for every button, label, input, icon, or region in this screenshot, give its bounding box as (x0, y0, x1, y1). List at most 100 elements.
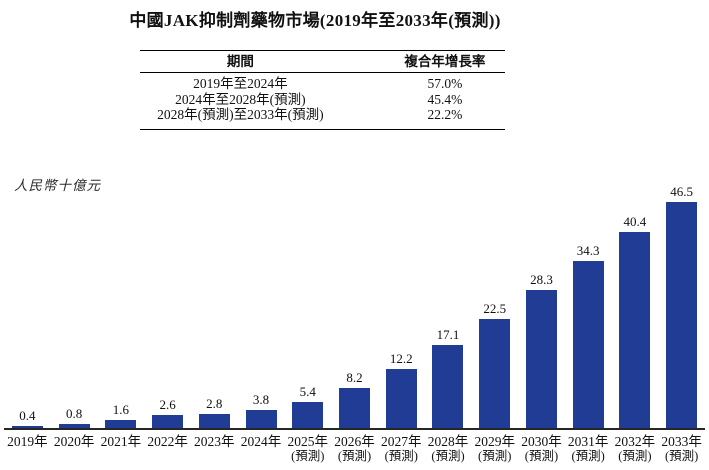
bar-value-label: 40.4 (623, 214, 647, 229)
x-axis-forecast-note: (預測) (524, 449, 559, 463)
bar-value-label: 2.8 (206, 396, 223, 411)
x-axis-label: 2024年 (238, 434, 285, 464)
bar-column: 46.5 (658, 185, 705, 428)
cagr-table-body: 2019年至2024年 57.0% 2024年至2028年(預測) 45.4% 2028… (140, 73, 505, 129)
x-axis-forecast-note: (預測) (618, 449, 652, 463)
bar-column: 22.5 (471, 302, 518, 428)
bar-column: 2.8 (191, 397, 238, 428)
cagr-table-header-period: 期間 (226, 54, 254, 69)
bar (292, 402, 324, 428)
x-axis-year: 2019年 (7, 434, 48, 449)
bar-column: 0.8 (51, 407, 98, 428)
x-axis-label: 2023年 (191, 434, 238, 464)
page-title: 中國JAK抑制劑藥物市場(2019年至2033年(預測)) (129, 11, 501, 30)
bar (666, 202, 698, 428)
bar-value-label: 5.4 (299, 384, 316, 399)
cagr-cell: 45.4% (427, 91, 463, 107)
x-axis-year: 2024年 (240, 434, 282, 449)
x-axis-year: 2020年 (53, 434, 95, 449)
x-axis-label: 2020年 (51, 434, 98, 464)
x-axis-year: 2029年 (474, 434, 515, 449)
bar-value-label: 12.2 (389, 351, 413, 366)
bar-value-label: 1.6 (112, 402, 129, 417)
bar (479, 319, 511, 428)
bar-column: 12.2 (378, 352, 425, 428)
x-axis-label: 2029年 (預測) (471, 434, 518, 464)
x-axis-forecast-note: (預測) (291, 449, 325, 463)
bar-value-label: 34.3 (576, 243, 600, 258)
bar-column: 17.1 (425, 328, 472, 428)
bar (525, 290, 557, 428)
x-axis-year: 2028年 (427, 434, 469, 449)
cagr-table-row: 2024年至2028年(預測) 45.4% (140, 92, 505, 108)
bar-chart: 0.4 0.8 1.6 2.6 2.8 3.8 5.4 8.2 12.2 17.1 22.5 28.3… (4, 185, 705, 464)
x-axis-label: 2032年 (預測) (612, 434, 659, 464)
bar (198, 414, 230, 428)
bar-column: 3.8 (238, 393, 285, 428)
bar (432, 345, 464, 428)
bar (385, 369, 417, 428)
x-axis-year: 2026年 (334, 434, 375, 449)
cagr-cell: 57.0% (427, 76, 463, 91)
bar (58, 424, 90, 428)
bar (339, 388, 370, 428)
bar (245, 410, 277, 428)
x-axis-year: 2025年 (287, 434, 329, 449)
cagr-table: 期間 複合年增長率 2019年至2024年 57.0% 2024年至2028年(預測… (140, 50, 505, 130)
bar-column: 34.3 (565, 244, 612, 428)
bars-area: 0.4 0.8 1.6 2.6 2.8 3.8 5.4 8.2 12.2 17.1 22.5 28.3… (4, 185, 705, 428)
bar-value-label: 28.3 (530, 272, 553, 287)
x-axis-label: 2025年 (預測) (284, 434, 331, 464)
bar-column: 8.2 (331, 371, 378, 428)
bar-value-label: 17.1 (436, 327, 460, 342)
bar-value-label: 3.8 (252, 392, 270, 407)
bar-column: 40.4 (612, 215, 659, 428)
x-axis-forecast-note: (預測) (478, 449, 512, 463)
period-cell: 2019年至2024年 (193, 76, 288, 91)
bar-value-label: 8.2 (346, 370, 363, 385)
x-axis-label: 2021年 (97, 434, 144, 464)
period-cell: 2028年(預測)至2033年(預測) (157, 107, 324, 122)
x-axis-label: 2022年 (144, 434, 191, 464)
x-axis-year: 2021年 (100, 434, 142, 449)
x-axis-label: 2031年 (預測) (565, 434, 612, 464)
bar-value-label: 0.8 (65, 406, 83, 421)
bar-value-label: 2.6 (159, 397, 176, 412)
x-axis-year: 2031年 (567, 434, 609, 449)
bar-column: 28.3 (518, 273, 565, 428)
bar (152, 415, 184, 428)
period-cell: 2024年至2028年(預測) (175, 91, 306, 107)
x-axis-year: 2023年 (194, 434, 235, 449)
x-axis-line (4, 428, 705, 430)
y-axis-unit-label: 人民幣十億元 (14, 178, 101, 193)
bar (619, 232, 651, 428)
x-axis-forecast-note: (預測) (431, 449, 465, 463)
x-axis-year: 2032年 (614, 434, 656, 449)
bar (572, 261, 604, 428)
bar-column: 0.4 (4, 409, 51, 428)
x-axis-year: 2033年 (661, 434, 702, 449)
bar-column: 1.6 (97, 403, 144, 428)
x-axis-label: 2027年 (預測) (378, 434, 425, 464)
x-axis-year: 2030年 (521, 434, 562, 449)
bar (105, 420, 137, 428)
bar (11, 426, 43, 428)
cagr-table-row: 2019年至2024年 57.0% (140, 76, 505, 92)
cagr-table-header-cagr: 複合年增長率 (404, 54, 486, 69)
x-axis-label: 2030年 (預測) (518, 434, 565, 464)
x-axis-label: 2028年 (預測) (425, 434, 472, 464)
bar-value-label: 0.4 (19, 408, 36, 423)
x-axis-year: 2022年 (147, 434, 188, 449)
x-axis-forecast-note: (預測) (664, 449, 699, 463)
bar-column: 2.6 (144, 398, 191, 428)
x-axis-forecast-note: (預測) (571, 449, 605, 463)
bar-value-label: 46.5 (670, 184, 694, 199)
x-axis-label: 2033年 (預測) (658, 434, 705, 464)
x-axis-forecast-note: (預測) (337, 449, 372, 463)
x-axis-year: 2027年 (380, 434, 422, 449)
cagr-cell: 22.2% (427, 107, 463, 122)
x-axis-label: 2019年 (4, 434, 51, 464)
bar-value-label: 22.5 (483, 301, 507, 316)
cagr-table-row: 2028年(預測)至2033年(預測) 22.2% (140, 107, 505, 123)
x-axis-label: 2026年 (預測) (331, 434, 378, 464)
